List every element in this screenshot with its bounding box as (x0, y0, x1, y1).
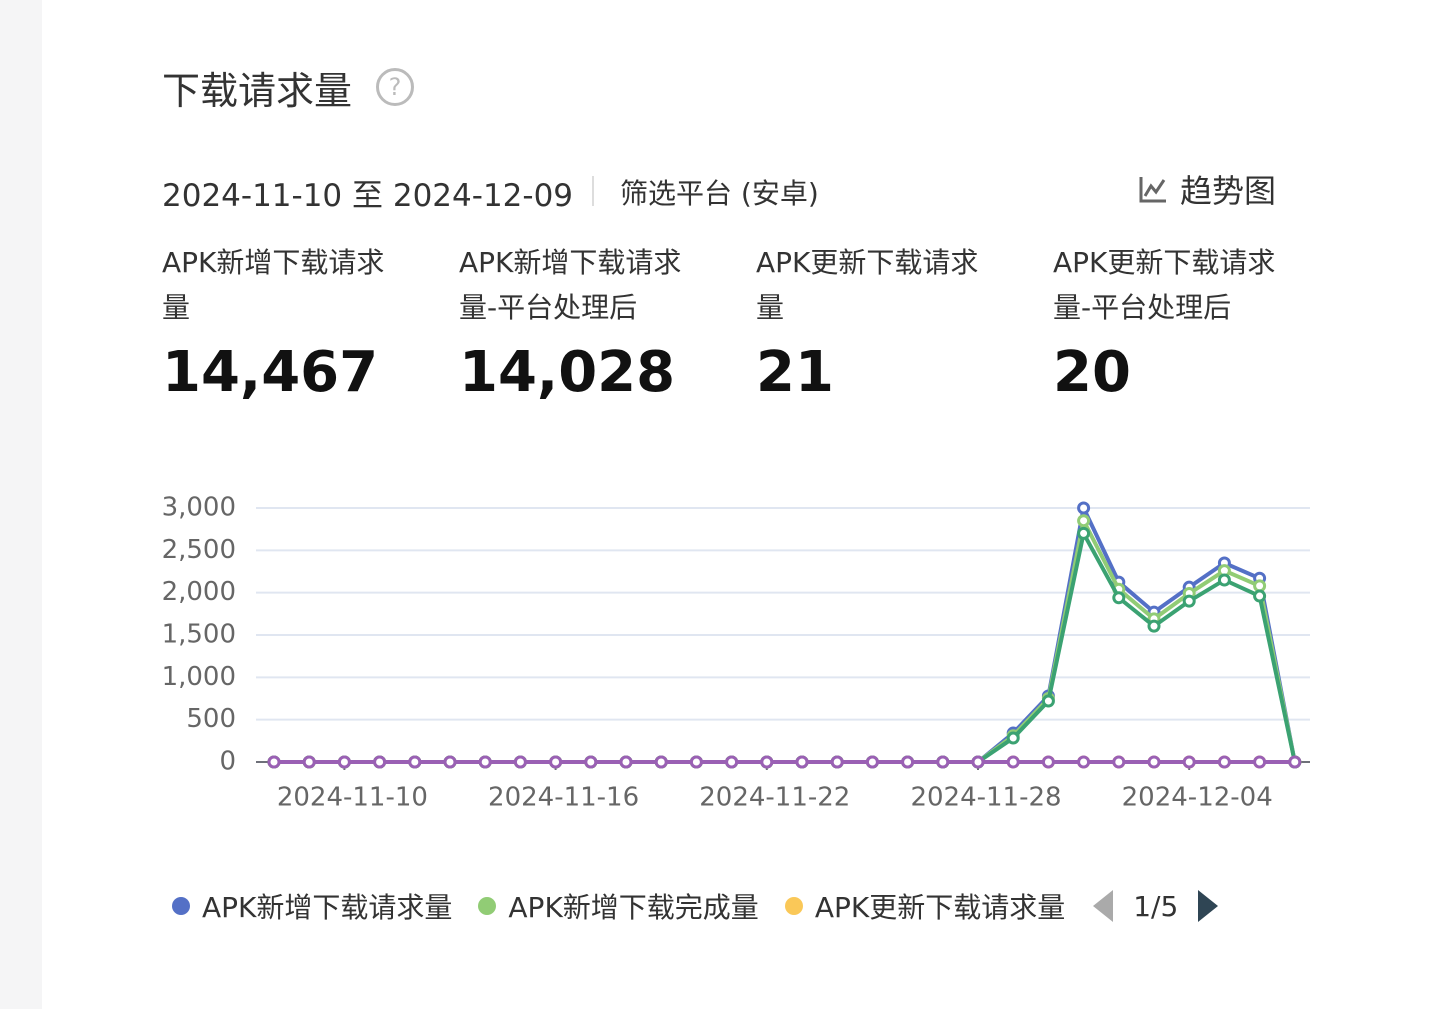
data-point (1217, 755, 1231, 769)
y-tick-label: 1,000 (162, 662, 236, 692)
prev-page[interactable] (1091, 888, 1115, 924)
data-point (1253, 755, 1267, 769)
data-point (443, 755, 457, 769)
data-point (865, 755, 879, 769)
metric: APK新增下载请求量 14,467 (162, 240, 412, 405)
x-tick-label: 2024-11-28 (910, 783, 1061, 813)
separator (592, 176, 594, 206)
data-point (478, 755, 492, 769)
legend-item[interactable]: APK新增下载完成量 (478, 886, 759, 926)
data-point (971, 755, 985, 769)
page-indicator: 1/5 (1133, 889, 1179, 923)
data-point (830, 755, 844, 769)
data-point (584, 755, 598, 769)
legend-label: APK新增下载完成量 (508, 891, 759, 924)
metric: APK更新下载请求量-平台处理后 20 (1053, 240, 1303, 405)
legend-swatch (478, 897, 497, 915)
data-point (654, 755, 668, 769)
legend-item[interactable]: APK更新下载请求量 (784, 886, 1066, 926)
x-tick-label: 2024-11-16 (488, 783, 639, 813)
data-point (1077, 526, 1091, 540)
legend-swatch (172, 897, 190, 915)
legend-label: APK更新下载请求量 (814, 891, 1066, 924)
data-point (901, 755, 915, 769)
data-point (302, 755, 316, 769)
metric: APK更新下载请求量 21 (756, 240, 1006, 405)
data-point (1112, 755, 1126, 769)
data-point (1041, 755, 1055, 769)
data-point (373, 755, 387, 769)
next-page[interactable] (1196, 888, 1220, 924)
metric-label: APK更新下载请求量 (756, 246, 979, 324)
date-range[interactable]: 2024-11-10 至 2024-12-09 (162, 178, 574, 214)
data-point (619, 755, 633, 769)
y-tick-label: 0 (219, 747, 236, 777)
data-point (408, 755, 422, 769)
data-point (1077, 501, 1091, 515)
data-point (1112, 591, 1126, 605)
data-point (1217, 573, 1231, 587)
series-line (274, 514, 1297, 764)
legend-items: APK新增下载请求量 APK新增下载完成量 APK更新下载请求量 (172, 886, 1091, 926)
chart: 0 500 1,000 1,500 2,000 2,500 3,000 2024-11-10 2… (162, 493, 1310, 813)
y-tick-label: 500 (186, 704, 236, 734)
legend: APK新增下载请求量 APK新增下载完成量 APK更新下载请求量 1/5 (172, 886, 1220, 926)
trend-icon (1139, 177, 1166, 203)
legend-item[interactable]: APK新增下载请求量 (172, 886, 452, 926)
x-tick-label: 2024-12-04 (1122, 783, 1273, 813)
x-tick-label: 2024-11-10 (277, 783, 428, 813)
data-point (936, 755, 950, 769)
legend-label: APK新增下载请求量 (202, 891, 453, 924)
metric-value: 21 (756, 340, 834, 405)
legend-pager: 1/5 (1091, 888, 1220, 924)
metric-value: 20 (1053, 340, 1131, 405)
legend-swatch (784, 897, 803, 915)
data-point (1182, 594, 1196, 608)
data-point (1182, 755, 1196, 769)
trend-label: 趋势图 (1180, 172, 1277, 210)
data-point (689, 755, 703, 769)
metric: APK新增下载请求量-平台处理后 14,028 (459, 240, 709, 405)
title: 下载请求量 (162, 69, 353, 113)
y-tick-label: 3,000 (162, 493, 236, 523)
metric-label: APK新增下载请求量 (162, 246, 385, 324)
series-line (274, 527, 1297, 764)
metric-label: APK新增下载请求量-平台处理后 (459, 246, 682, 324)
data-point (1147, 619, 1161, 633)
data-point (1077, 755, 1091, 769)
data-point (760, 755, 774, 769)
metric-value: 14,467 (162, 340, 379, 405)
data-point (1253, 589, 1267, 603)
y-tick-label: 2,000 (162, 577, 236, 607)
data-point (337, 755, 351, 769)
y-tick-label: 2,500 (162, 535, 236, 565)
trend-button[interactable]: 趋势图 (1138, 166, 1276, 212)
data-point (549, 755, 563, 769)
metric-label: APK更新下载请求量-平台处理后 (1053, 246, 1276, 324)
data-point (267, 755, 281, 769)
x-tick-label: 2024-11-22 (699, 783, 850, 813)
data-point (513, 755, 527, 769)
data-point (1253, 579, 1267, 593)
data-point (1077, 514, 1091, 528)
data-point (795, 755, 809, 769)
metric-value: 14,028 (459, 340, 676, 405)
data-point (725, 755, 739, 769)
card: 下载请求量 ? 2024-11-10 至 2024-12-09 筛选平台 (安卓… (42, 0, 1440, 1009)
data-point (1041, 694, 1055, 708)
data-point (1147, 755, 1161, 769)
data-point (1288, 755, 1302, 769)
y-tick-label: 1,500 (162, 620, 236, 650)
platform-filter[interactable]: 筛选平台 (安卓) (620, 177, 819, 210)
help-icon[interactable]: ? (376, 68, 414, 106)
data-point (1006, 755, 1020, 769)
data-point (1006, 731, 1020, 745)
